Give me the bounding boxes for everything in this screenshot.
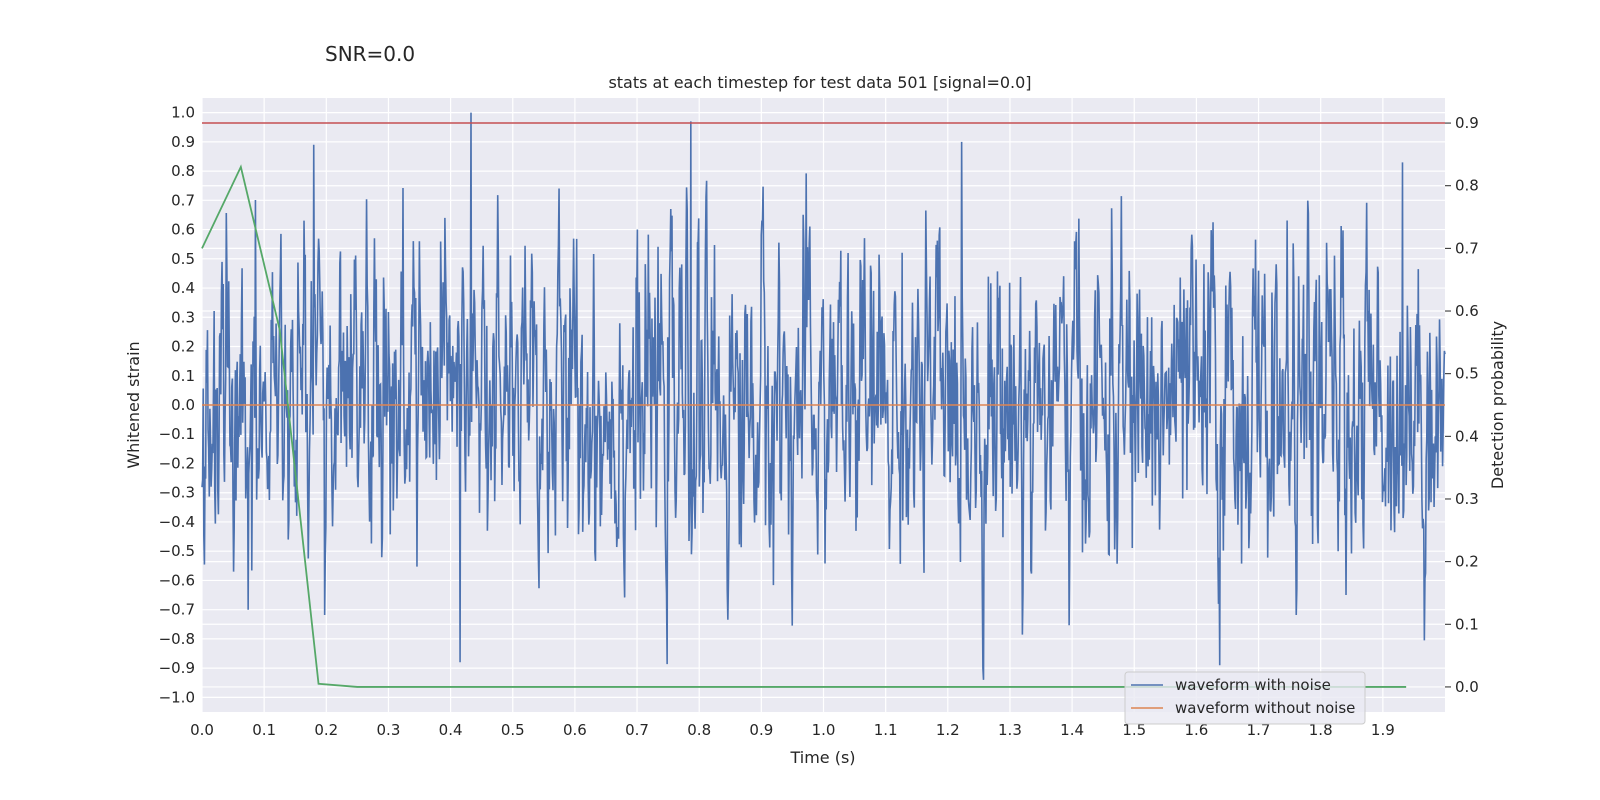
x-tick-label: 1.3 xyxy=(998,721,1022,739)
y-tick-label: −0.1 xyxy=(159,425,195,443)
y-tick-label: 0.5 xyxy=(171,250,195,268)
right-y-tick-label: 0.7 xyxy=(1455,239,1479,257)
y-tick-label: 0.8 xyxy=(171,162,195,180)
y-axis-ticks: 1.0 0.9 0.8 0.7 0.6 0.5 0.4 0.3 0.2 0.1 0.0 −0.1 −0.… xyxy=(159,104,195,707)
x-tick-label: 1.6 xyxy=(1184,721,1208,739)
y-tick-label: 0.9 xyxy=(171,133,195,151)
y-tick-label: −0.5 xyxy=(159,542,195,560)
y-axis-label: Whitened strain xyxy=(124,341,143,468)
series-waveform-with-noise xyxy=(201,112,1446,680)
x-tick-label: 0.8 xyxy=(687,721,711,739)
y-tick-label: 0.7 xyxy=(171,191,195,209)
y-tick-label: −1.0 xyxy=(159,688,195,706)
y-tick-label: −0.6 xyxy=(159,571,195,589)
right-y-tick-label: 0.2 xyxy=(1455,553,1479,571)
x-tick-label: 0.6 xyxy=(563,721,587,739)
x-tick-label: 0.1 xyxy=(252,721,276,739)
legend-box xyxy=(1124,671,1366,725)
x-tick-label: 1.7 xyxy=(1247,721,1271,739)
x-tick-label: 1.5 xyxy=(1122,721,1146,739)
series-detection-probability xyxy=(201,164,1407,688)
y-tick-label: −0.9 xyxy=(159,659,195,677)
y-tick-label: 0.2 xyxy=(171,338,195,356)
legend-label-noise: waveform with noise xyxy=(1175,676,1331,694)
right-y-tick-label: 0.0 xyxy=(1455,678,1479,696)
y-tick-label: −0.7 xyxy=(159,601,195,619)
chart-title: stats at each timestep for test data 501… xyxy=(608,73,1031,92)
x-axis-ticks: 0.0 0.1 0.2 0.3 0.4 0.5 0.6 0.7 0.8 0.9 1.0 1.1 1.2 1… xyxy=(190,721,1395,739)
x-tick-label: 1.0 xyxy=(812,721,836,739)
x-tick-label: 0.3 xyxy=(377,721,401,739)
y-tick-label: 1.0 xyxy=(171,104,195,122)
right-y-tick-label: 0.1 xyxy=(1455,615,1479,633)
y-tick-label: 0.1 xyxy=(171,367,195,385)
x-tick-label: 1.4 xyxy=(1060,721,1084,739)
x-tick-label: 0.5 xyxy=(501,721,525,739)
right-y-tick-label: 0.4 xyxy=(1455,427,1479,445)
x-axis-label: Time (s) xyxy=(789,748,855,767)
x-tick-label: 0.2 xyxy=(314,721,338,739)
legend: waveform with noise waveform without noi… xyxy=(1124,671,1366,725)
y-tick-label: −0.4 xyxy=(159,513,195,531)
right-y-axis-label: Detection probability xyxy=(1488,321,1507,489)
x-tick-label: 0.9 xyxy=(749,721,773,739)
y-tick-label: 0.6 xyxy=(171,221,195,239)
right-y-tick-label: 0.3 xyxy=(1455,490,1479,508)
right-y-tick-label: 0.8 xyxy=(1455,177,1479,195)
x-tick-label: 1.1 xyxy=(874,721,898,739)
y-tick-label: 0.3 xyxy=(171,308,195,326)
right-y-tick-label: 0.9 xyxy=(1455,114,1479,132)
chart-suptitle: SNR=0.0 xyxy=(325,42,415,66)
x-tick-label: 0.7 xyxy=(625,721,649,739)
right-y-axis-ticks: 0.9 0.8 0.7 0.6 0.5 0.4 0.3 0.2 0.1 0.0 xyxy=(1445,114,1479,696)
x-tick-label: 0.0 xyxy=(190,721,214,739)
x-tick-label: 1.9 xyxy=(1371,721,1395,739)
legend-label-clean: waveform without noise xyxy=(1175,699,1355,717)
x-tick-label: 1.8 xyxy=(1309,721,1333,739)
y-tick-label: −0.3 xyxy=(159,484,195,502)
x-tick-label: 1.2 xyxy=(936,721,960,739)
y-tick-label: −0.2 xyxy=(159,454,195,472)
x-tick-label: 0.4 xyxy=(439,721,463,739)
right-y-tick-label: 0.5 xyxy=(1455,365,1479,383)
right-y-tick-label: 0.6 xyxy=(1455,302,1479,320)
y-tick-label: 0.4 xyxy=(171,279,195,297)
y-tick-label: 0.0 xyxy=(171,396,195,414)
y-tick-label: −0.8 xyxy=(159,630,195,648)
